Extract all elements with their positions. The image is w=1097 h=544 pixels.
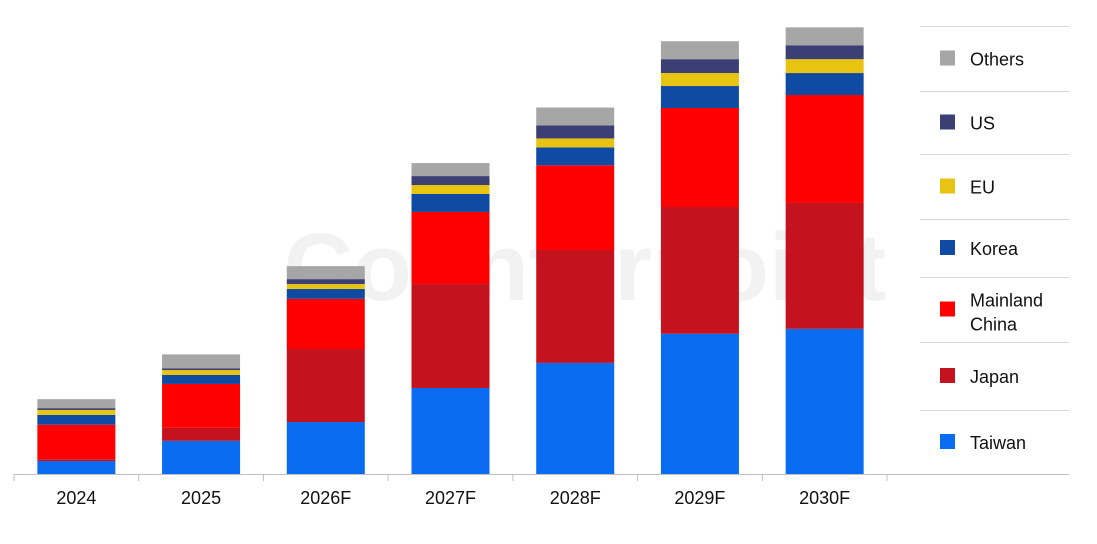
bar-segment-korea-2030f [785,73,864,95]
bar-segment-others-2027f [411,163,490,177]
x-tick-label: 2029F [674,488,725,508]
x-tick-label: 2026F [300,488,351,508]
bar-segment-eu-2028f [536,138,615,148]
bar-segment-eu-2025 [162,370,241,375]
legend-swatch-us [940,114,955,130]
bar-segment-taiwan-2029f [660,333,739,474]
bar-segment-eu-2024 [37,409,116,415]
bar-segment-others-2024 [37,399,116,409]
bar-segment-others-2025 [162,354,241,369]
x-tick-label: 2027F [425,488,476,508]
bar-segment-eu-2029f [660,73,739,87]
bar-segment-japan-2024 [37,459,116,462]
bar-segment-japan-2029f [660,206,739,334]
bar-segment-others-2029f [660,41,739,60]
bar-segment-korea-2026f [286,288,365,299]
bar-segment-us-2030f [785,45,864,60]
bar-segment-us-2026f [286,279,365,285]
bar-segment-eu-2026f [286,284,365,289]
legend-swatch-japan [940,368,955,383]
legend-swatch-others [940,50,955,66]
bar-segment-mainland-china-2024 [37,424,116,460]
bar-segment-others-2026f [286,266,365,280]
x-tick-label: 2024 [56,488,96,508]
legend-label-mainland-china: Mainland China [970,291,1043,335]
bar-segment-taiwan-2026f [286,422,365,474]
bar-segment-mainland-china-2027f [411,211,490,285]
bar-segment-mainland-china-2030f [785,94,864,203]
bar-segment-us-2027f [411,176,490,186]
x-axis-ticks: 2024 2025 2026F 2027F 2028F 2029F 2030F [13,474,888,508]
legend-swatch-mainland-china [940,301,955,317]
bar-segment-taiwan-2027f [411,387,490,474]
legend-label-japan: Japan [970,367,1019,387]
bar-segment-mainland-china-2029f [660,107,739,207]
bar-segment-mainland-china-2028f [536,165,615,250]
legend: Others US EU Korea Mainland China Japan Taiwan [920,26,1069,453]
bar-segment-mainland-china-2025 [162,383,241,428]
legend-swatch-eu [940,178,955,194]
bar-segment-korea-2024 [37,414,116,425]
legend-label-us: US [970,114,995,134]
bar-segment-taiwan-2030f [785,328,864,474]
bar-segment-korea-2029f [660,86,739,108]
legend-label-eu: EU [970,178,995,198]
bars-layer [37,27,864,474]
bar-segment-us-2024 [37,408,116,410]
legend-label-taiwan: Taiwan [970,433,1026,453]
bar-segment-us-2029f [660,59,739,74]
bar-segment-others-2028f [536,107,615,126]
bar-segment-eu-2030f [785,59,864,74]
legend-swatch-korea [940,240,955,255]
bar-segment-japan-2028f [536,250,615,363]
x-tick-label: 2028F [550,488,601,508]
bar-segment-japan-2030f [785,202,864,329]
bar-segment-japan-2025 [162,427,241,441]
bar-segment-japan-2027f [411,284,490,388]
bar-segment-japan-2026f [286,349,365,423]
legend-swatch-taiwan [940,434,955,449]
bar-segment-eu-2027f [411,185,490,194]
bar-segment-korea-2027f [411,194,490,212]
bar-segment-others-2030f [785,27,864,46]
bar-segment-korea-2025 [162,374,241,384]
bar-segment-us-2028f [536,125,615,139]
legend-label-korea: Korea [970,239,1019,259]
bar-segment-us-2025 [162,368,241,371]
x-tick-label: 2030F [799,488,850,508]
legend-label-others: Others [970,50,1024,70]
x-tick-label: 2025 [181,488,221,508]
bar-segment-korea-2028f [536,147,615,166]
bar-segment-taiwan-2028f [536,362,615,474]
bar-segment-taiwan-2024 [37,461,116,474]
bar-segment-taiwan-2025 [162,440,241,474]
bar-segment-mainland-china-2026f [286,298,365,350]
